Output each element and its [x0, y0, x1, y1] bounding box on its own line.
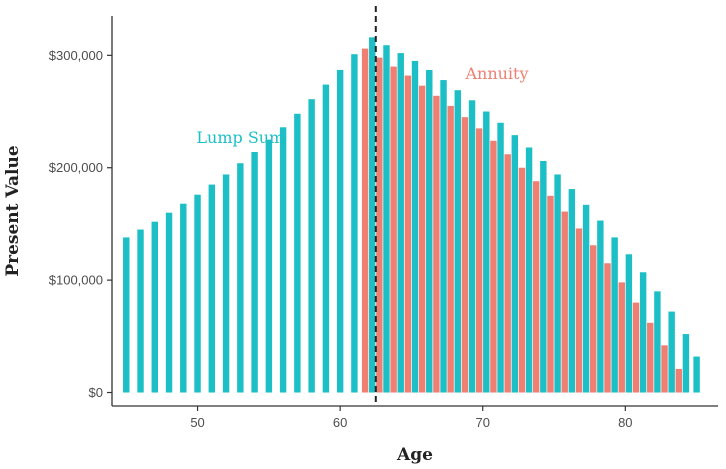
bar-lump-sum-63 [383, 45, 390, 393]
bar-lump-sum-45 [123, 237, 130, 393]
bar-lump-sum-71 [497, 122, 504, 393]
bar-lump-sum-46 [137, 229, 144, 393]
bar-lump-sum-70 [483, 111, 490, 393]
bar-annuity-69 [461, 117, 469, 393]
bar-annuity-70 [475, 128, 483, 393]
bar-annuity-75 [547, 195, 554, 393]
bar-annuity-78 [590, 245, 597, 393]
bar-annuity-72 [504, 154, 511, 393]
bar-annuity-79 [604, 263, 611, 393]
bar-lump-sum-55 [265, 139, 273, 393]
series-label-annuity: Annuity [464, 64, 528, 83]
bars-layer [123, 37, 700, 393]
bar-lump-sum-72 [511, 135, 519, 393]
x-tick-label: 70 [475, 415, 489, 430]
y-tick-label: $0 [89, 385, 103, 400]
bar-annuity-76 [561, 211, 568, 393]
bar-lump-sum-73 [525, 147, 533, 393]
y-tick-label: $300,000 [49, 48, 103, 63]
bar-lump-sum-50 [194, 194, 201, 393]
bar-annuity-64 [390, 66, 397, 393]
bar-lump-sum-62 [369, 37, 376, 393]
bar-lump-sum-54 [251, 151, 258, 393]
bar-lump-sum-69 [468, 100, 476, 393]
y-axis-title: Present Value [3, 145, 23, 277]
x-axis-title: Age [396, 445, 433, 465]
x-tick-label: 60 [333, 415, 347, 430]
bar-annuity-83 [661, 345, 668, 393]
bar-lump-sum-60 [336, 69, 344, 393]
bar-lump-sum-61 [351, 54, 358, 393]
bar-lump-sum-51 [208, 184, 216, 393]
x-ticks: 50 60 70 80 [190, 406, 633, 430]
bar-lump-sum-57 [294, 113, 301, 393]
bar-annuity-74 [532, 181, 540, 393]
bar-lump-sum-52 [222, 174, 230, 393]
y-ticks: $0 $100,000 $200,000 $300,000 [49, 48, 112, 400]
bar-lump-sum-47 [151, 221, 158, 393]
bar-annuity-81 [632, 302, 640, 393]
bar-lump-sum-83 [668, 311, 675, 393]
bar-annuity-65 [404, 75, 412, 393]
bar-lump-sum-77 [582, 204, 590, 393]
bar-lump-sum-80 [625, 254, 633, 393]
bar-annuity-66 [418, 85, 426, 393]
bar-annuity-71 [490, 140, 497, 393]
bar-lump-sum-76 [568, 189, 576, 393]
bar-lump-sum-82 [654, 291, 661, 393]
bar-lump-sum-68 [454, 90, 461, 393]
bar-annuity-62 [361, 48, 369, 393]
bar-lump-sum-66 [426, 69, 433, 393]
x-tick-label: 50 [190, 415, 204, 430]
bar-lump-sum-59 [322, 84, 330, 393]
x-tick-label: 80 [618, 415, 632, 430]
bar-lump-sum-49 [180, 203, 187, 393]
series-annotations: Lump Sum Annuity [196, 64, 528, 147]
bar-lump-sum-85 [693, 356, 700, 393]
bar-lump-sum-64 [397, 53, 404, 393]
bar-lump-sum-48 [165, 212, 173, 393]
bar-lump-sum-67 [440, 80, 447, 393]
bar-annuity-67 [433, 95, 440, 393]
y-tick-label: $200,000 [49, 160, 103, 175]
bar-lump-sum-56 [279, 127, 287, 393]
bar-annuity-63 [376, 57, 383, 393]
bar-lump-sum-74 [540, 160, 547, 393]
bar-annuity-68 [447, 105, 454, 393]
bar-lump-sum-75 [554, 174, 561, 393]
series-label-lump-sum: Lump Sum [196, 128, 284, 147]
bar-lump-sum-79 [611, 237, 618, 393]
bar-lump-sum-53 [237, 163, 244, 393]
bar-annuity-82 [647, 322, 654, 393]
bar-lump-sum-58 [308, 99, 315, 393]
bar-lump-sum-78 [597, 220, 604, 393]
bar-annuity-80 [618, 282, 625, 393]
bar-lump-sum-65 [411, 60, 419, 393]
y-tick-label: $100,000 [49, 273, 103, 288]
bar-annuity-73 [518, 167, 526, 393]
bar-lump-sum-84 [682, 334, 690, 393]
bar-lump-sum-81 [639, 272, 647, 393]
bar-annuity-77 [575, 228, 583, 393]
bar-annuity-84 [675, 368, 682, 393]
